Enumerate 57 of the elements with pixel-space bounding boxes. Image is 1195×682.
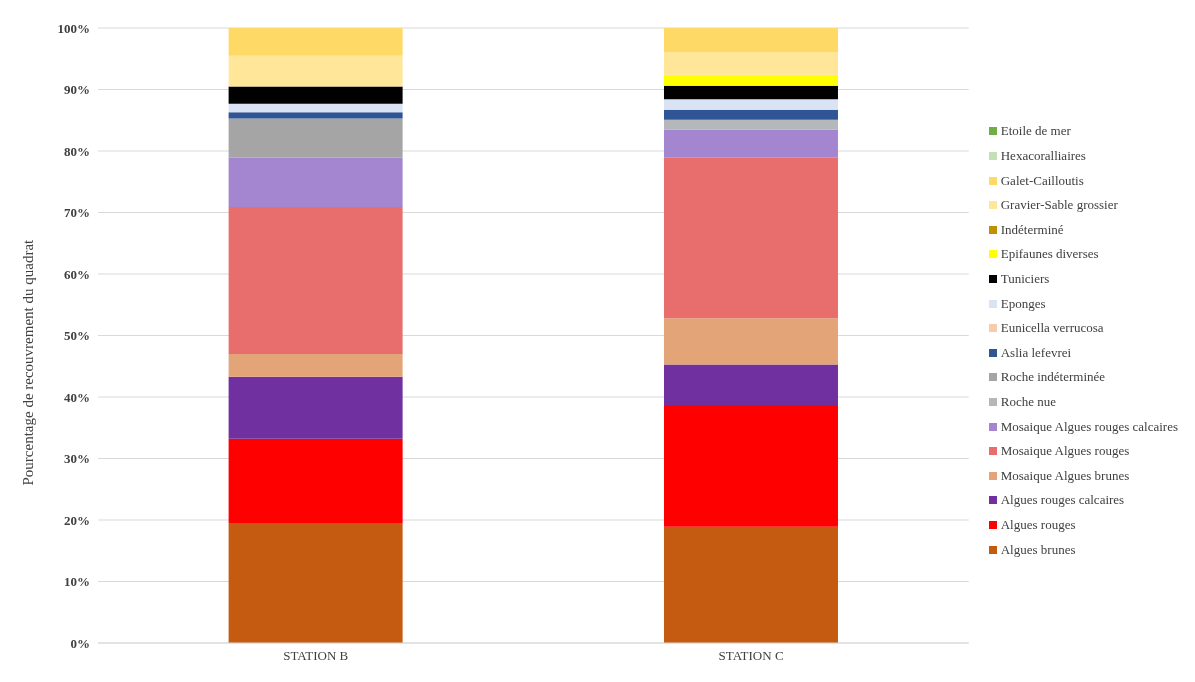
bar bbox=[663, 109, 838, 120]
bar bbox=[228, 112, 403, 119]
legend-label: Indéterminé bbox=[1000, 221, 1064, 238]
y-tick-label: 50% bbox=[64, 328, 90, 344]
legend-label: Mosaique Algues rouges bbox=[1000, 443, 1130, 460]
legend-label: Roche nue bbox=[1000, 393, 1056, 410]
y-tick-label: 100% bbox=[57, 20, 90, 36]
y-tick-label: 40% bbox=[64, 389, 90, 405]
bar bbox=[663, 129, 838, 158]
y-tick-label: 80% bbox=[64, 143, 90, 159]
bar bbox=[228, 523, 403, 643]
legend-label: Epifaunes diverses bbox=[1000, 246, 1099, 263]
legend-label: Roche indéterminée bbox=[1000, 369, 1106, 386]
legend-label: Tuniciers bbox=[1000, 271, 1050, 288]
legend-label: Hexacoralliaires bbox=[1000, 148, 1086, 165]
bar bbox=[228, 376, 403, 439]
legend-label: Galet-Cailloutis bbox=[1000, 172, 1084, 189]
legend-label: Gravier-Sable grossier bbox=[1000, 197, 1118, 214]
bar bbox=[228, 28, 403, 56]
legend-label: Mosaique Algues rouges calcaires bbox=[1000, 418, 1178, 435]
x-tick-label: STATION B bbox=[283, 648, 349, 664]
y-tick-label: 20% bbox=[64, 512, 90, 528]
legend-label: Aslia lefevrei bbox=[1000, 344, 1072, 361]
bar bbox=[228, 55, 403, 87]
bar bbox=[663, 99, 838, 110]
bar bbox=[228, 157, 403, 207]
bar bbox=[228, 353, 403, 377]
legend-label: Etoile de mer bbox=[1000, 123, 1071, 140]
y-tick-label: 0% bbox=[70, 635, 90, 651]
bar bbox=[228, 103, 403, 113]
bar bbox=[663, 526, 838, 643]
bar bbox=[663, 85, 838, 100]
y-tick-label: 70% bbox=[64, 205, 90, 221]
x-tick-label: STATION C bbox=[718, 648, 784, 664]
legend-label: Eunicella verrucosa bbox=[1000, 320, 1104, 337]
legend-label: Algues brunes bbox=[1000, 541, 1076, 558]
legend-label: Mosaique Algues brunes bbox=[1000, 467, 1130, 484]
bar bbox=[663, 52, 838, 75]
y-tick-label: 30% bbox=[64, 451, 90, 467]
legend-label: Algues rouges bbox=[1000, 516, 1076, 533]
bar bbox=[663, 119, 838, 130]
y-tick-label: 90% bbox=[64, 82, 90, 98]
bar bbox=[228, 86, 403, 104]
y-axis-title: Pourcentage de recouvrement du quadrat bbox=[20, 238, 37, 486]
bar bbox=[663, 318, 838, 365]
legend-label: Algues rouges calcaires bbox=[1000, 492, 1125, 509]
bar bbox=[663, 74, 838, 86]
bar bbox=[663, 28, 838, 53]
bar bbox=[228, 438, 403, 524]
y-tick-label: 60% bbox=[64, 266, 90, 282]
legend-label: Eponges bbox=[1000, 295, 1046, 312]
y-tick-label: 10% bbox=[64, 574, 90, 590]
bar bbox=[228, 206, 403, 354]
bar bbox=[663, 405, 838, 527]
bar bbox=[228, 118, 403, 158]
bar bbox=[663, 157, 838, 319]
bar bbox=[663, 364, 838, 405]
